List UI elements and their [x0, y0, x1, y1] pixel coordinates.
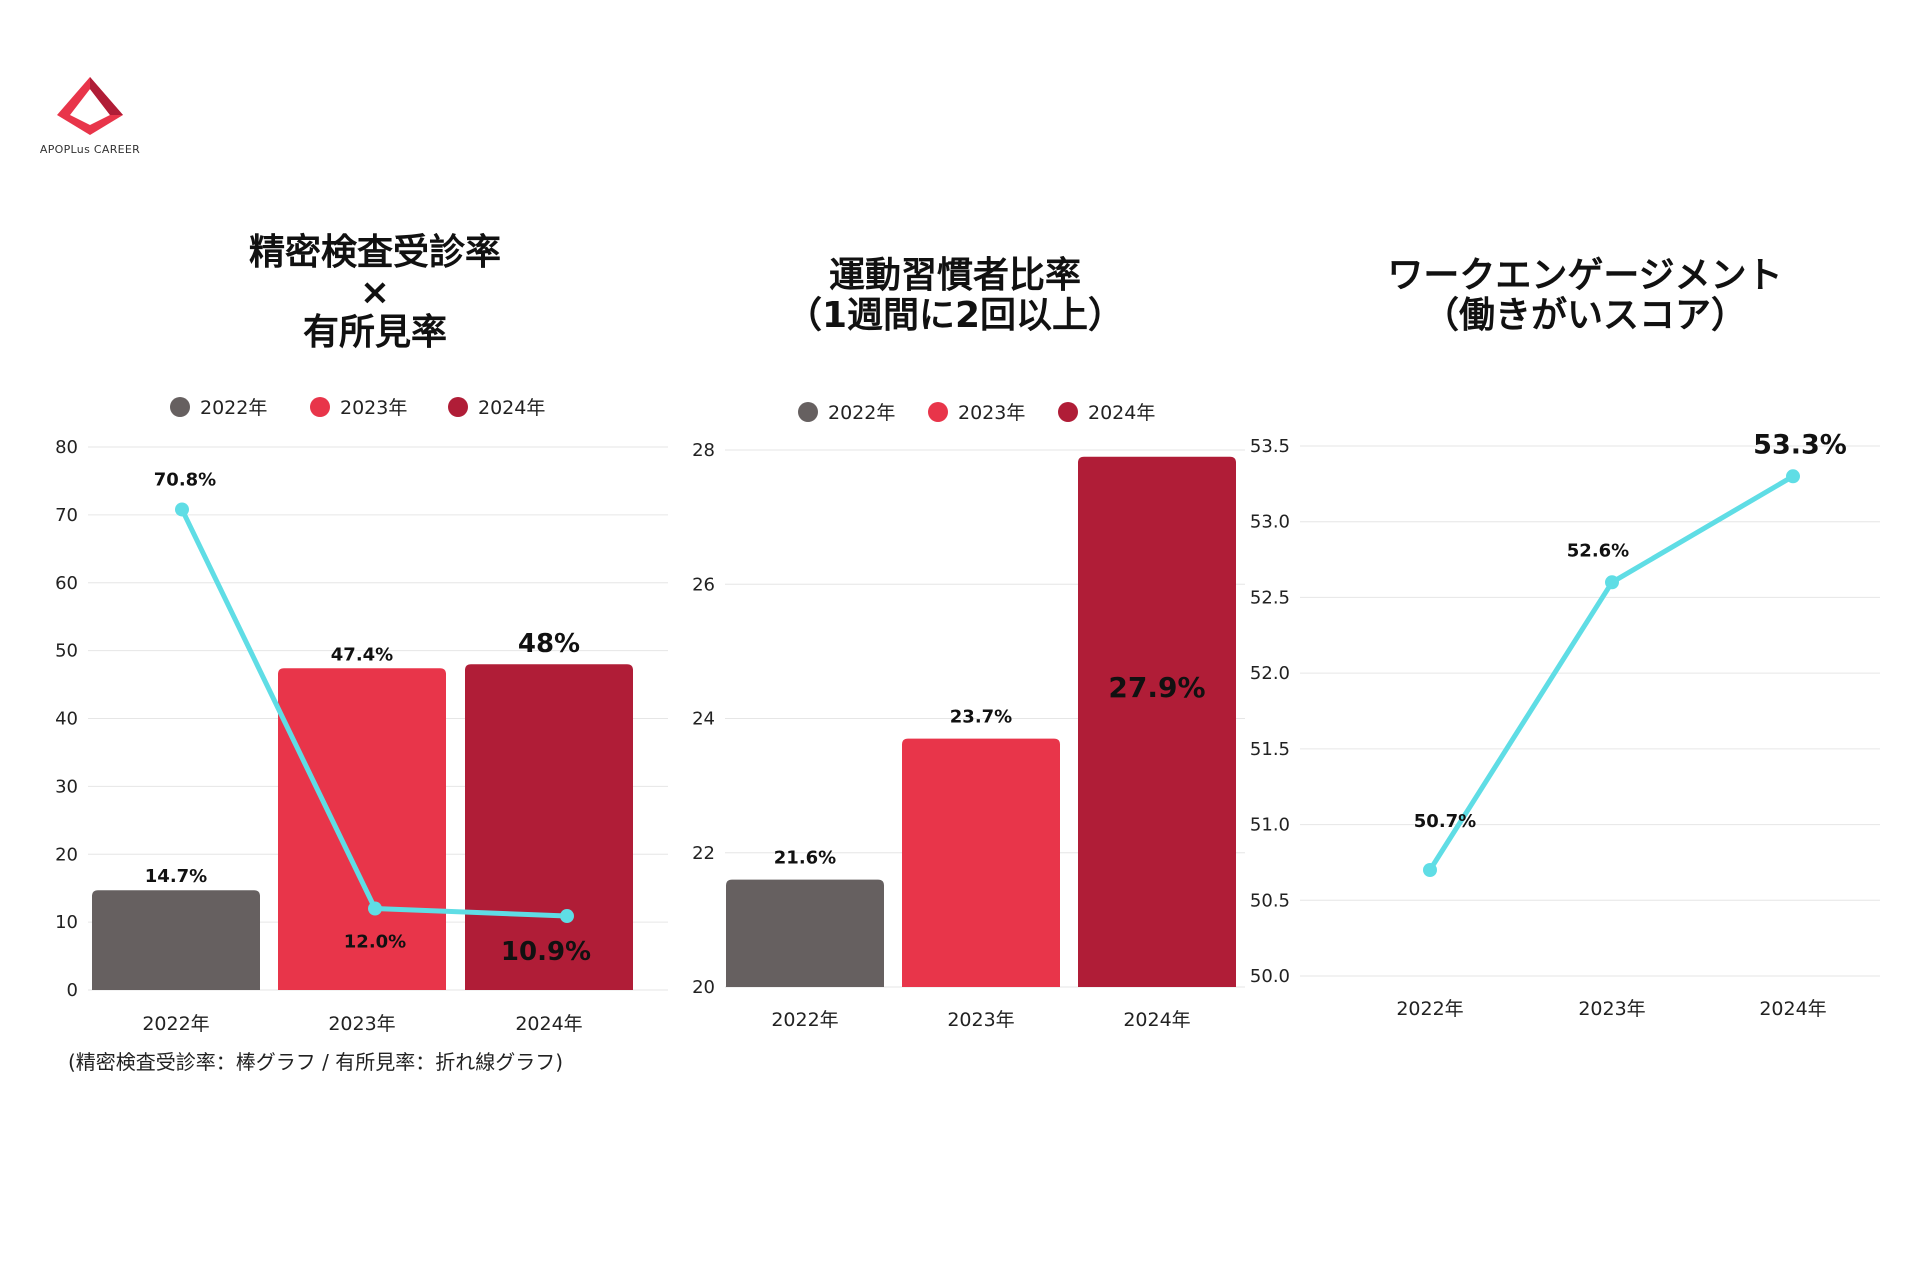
chart2-xtick-label: 2024年: [1123, 1009, 1190, 1031]
chart1-title-line1: 精密検査受診率: [248, 232, 501, 273]
chart3-xtick-label: 2024年: [1759, 998, 1826, 1020]
chart1-bar-value-label: 14.7%: [145, 866, 207, 887]
chart1-bar: [465, 664, 633, 990]
chart3-ytick-label: 50.0: [1250, 966, 1290, 987]
chart1-line-point: [175, 502, 189, 517]
chart3-ytick-label: 52.5: [1250, 587, 1290, 608]
chart1-title-line2: ×: [359, 272, 391, 313]
chart2-legend-marker: [1058, 402, 1078, 422]
chart2-legend-label: 2024年: [1088, 402, 1155, 424]
chart3-title-line2: （働きがいスコア）: [1422, 295, 1747, 336]
chart2-bar: [726, 879, 884, 987]
chart2-title: 運動習慣者比率 （1週間に2回以上）: [755, 256, 1155, 336]
chart1-legend-label: 2022年: [200, 397, 267, 419]
chart1-bar-value-label: 48%: [518, 629, 580, 659]
chart2-xtick-label: 2023年: [947, 1009, 1014, 1031]
chart3-title-line1: ワークエンゲージメント: [1387, 255, 1783, 296]
chart2-bar-value-label: 27.9%: [1108, 671, 1205, 704]
chart3-xtick-label: 2022年: [1396, 998, 1463, 1020]
chart1-legend-marker: [448, 397, 468, 417]
chart2-bar-value-label: 21.6%: [774, 848, 836, 869]
chart1-ytick-label: 20: [55, 844, 78, 865]
chart3-ytick-label: 52.0: [1250, 663, 1290, 684]
chart1-line-point: [368, 901, 382, 916]
chart2-legend-label: 2023年: [958, 402, 1025, 424]
chart2-title-line1: 運動習慣者比率: [828, 255, 1081, 296]
chart3-ytick-label: 53.5: [1250, 436, 1290, 457]
chart3-ytick-label: 51.5: [1250, 739, 1290, 760]
chart2-title-line2: （1週間に2回以上）: [785, 295, 1125, 336]
chart1-ytick-label: 60: [55, 573, 78, 594]
chart3-line-point: [1423, 863, 1437, 877]
chart3-title: ワークエンゲージメント （働きがいスコア）: [1360, 256, 1810, 336]
chart3-line-value-label: 50.7%: [1414, 811, 1476, 832]
chart1-bar: [92, 890, 260, 990]
logo-mark-icon: [57, 77, 123, 135]
chart1-ytick-label: 70: [55, 505, 78, 526]
chart2-bar: [1078, 456, 1236, 987]
chart1-legend-label: 2023年: [340, 397, 407, 419]
chart1-title: 精密検査受診率 × 有所見率: [200, 233, 550, 353]
chart1-line-value-label: 10.9%: [501, 937, 591, 967]
chart1-legend-marker: [310, 397, 330, 417]
chart1-line-point: [560, 909, 574, 924]
chart1-ytick-label: 50: [55, 641, 78, 662]
chart1-line-value-label: 70.8%: [154, 469, 216, 490]
chart1-legend-label: 2024年: [478, 397, 545, 419]
logo-text: APOPLus CAREER: [39, 143, 141, 156]
chart1-xtick-label: 2022年: [142, 1013, 209, 1035]
chart1-line-value-label: 12.0%: [344, 932, 406, 953]
chart2-ytick-label: 24: [692, 709, 715, 730]
chart3-ytick-label: 51.0: [1250, 815, 1290, 836]
chart1-ytick-label: 40: [55, 709, 78, 730]
chart3-line-value-label: 53.3%: [1753, 429, 1847, 460]
chart2-legend-marker: [798, 402, 818, 422]
chart2-legend-label: 2022年: [828, 402, 895, 424]
chart2-ytick-label: 26: [692, 574, 715, 595]
chart2-ytick-label: 22: [692, 843, 715, 864]
chart3-xtick-label: 2023年: [1578, 998, 1645, 1020]
chart1-title-line3: 有所見率: [302, 312, 447, 353]
chart2-ytick-label: 20: [692, 977, 715, 998]
chart2-xtick-label: 2022年: [771, 1009, 838, 1031]
chart1-footnote: (精密検査受診率：棒グラフ / 有所見率：折れ線グラフ): [68, 1050, 564, 1074]
chart3-line-value-label: 52.6%: [1567, 540, 1629, 561]
chart1-bar-value-label: 47.4%: [331, 644, 393, 665]
chart3-ytick-label: 50.5: [1250, 890, 1290, 911]
chart1-xtick-label: 2023年: [328, 1013, 395, 1035]
chart2-ytick-label: 28: [692, 440, 715, 461]
chart1-legend-marker: [170, 397, 190, 417]
brand-logo: APOPLus CAREER: [30, 75, 150, 156]
chart3-ytick-label: 53.0: [1250, 512, 1290, 533]
chart1-ytick-label: 80: [55, 437, 78, 458]
chart1-ytick-label: 10: [55, 912, 78, 933]
chart2-bar: [902, 738, 1060, 987]
chart3-line-point: [1786, 469, 1800, 484]
chart2-legend-marker: [928, 402, 948, 422]
chart1-ytick-label: 30: [55, 776, 78, 797]
chart3-line-point: [1605, 575, 1619, 590]
chart1-xtick-label: 2024年: [515, 1013, 582, 1035]
chart1-ytick-label: 0: [67, 980, 78, 1001]
chart2-bar-value-label: 23.7%: [950, 707, 1012, 728]
